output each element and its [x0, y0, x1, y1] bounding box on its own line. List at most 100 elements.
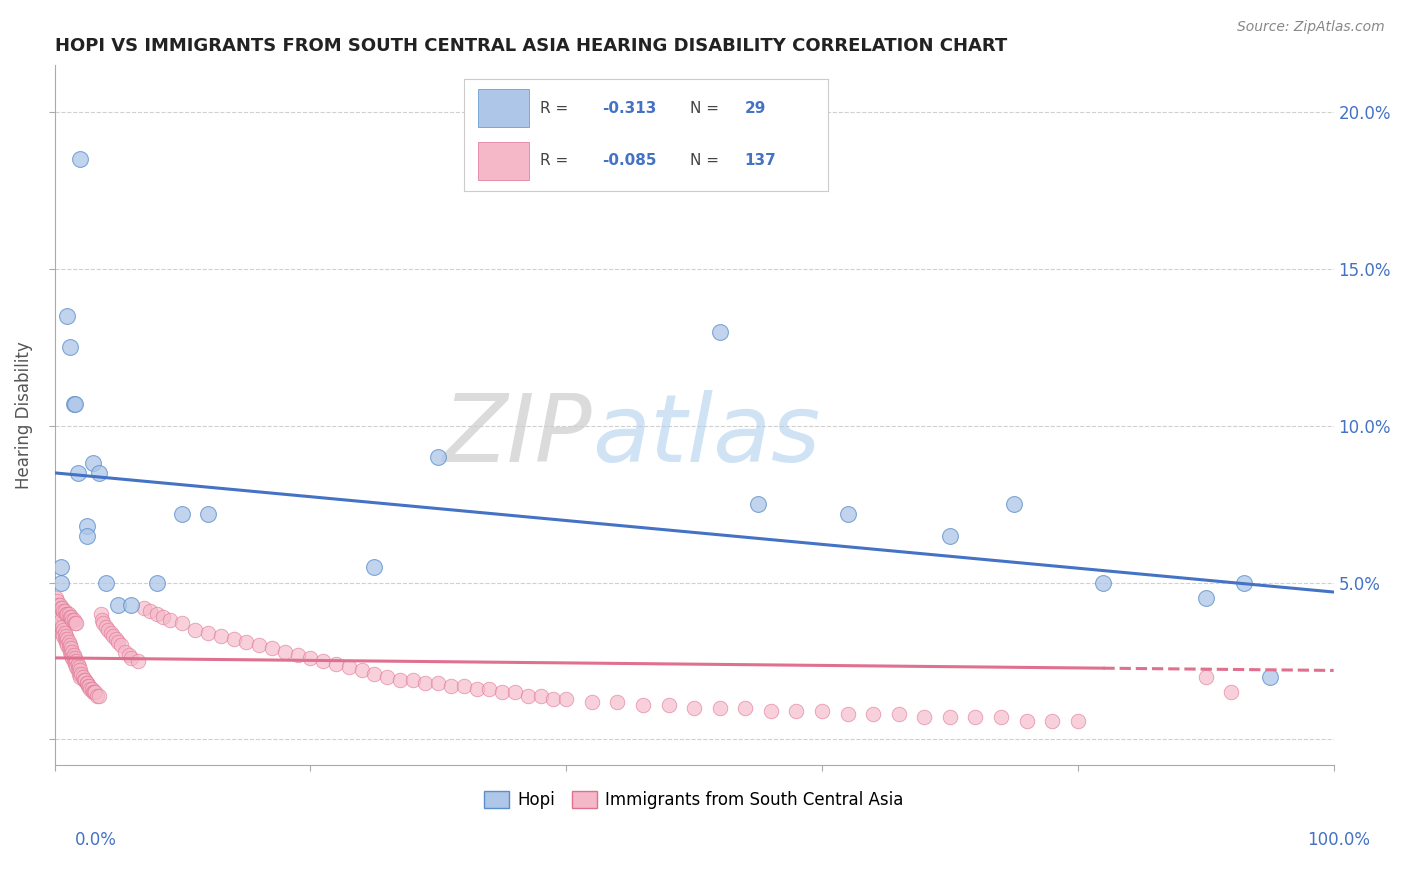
Text: atlas: atlas [592, 391, 820, 482]
Point [247, 638, 270, 652]
Point [84, 685, 107, 699]
Point [1258, 670, 1281, 684]
Point [60, 641, 83, 656]
Point [990, 710, 1012, 724]
Point [70, 666, 93, 681]
Point [69, 664, 91, 678]
Point [1220, 685, 1243, 699]
Point [887, 707, 910, 722]
Point [56, 607, 79, 621]
Point [1092, 575, 1115, 590]
Point [811, 704, 834, 718]
Point [59, 638, 82, 652]
Point [59, 645, 82, 659]
Point [63, 397, 86, 411]
Text: HOPI VS IMMIGRANTS FROM SOUTH CENTRAL ASIA HEARING DISABILITY CORRELATION CHART: HOPI VS IMMIGRANTS FROM SOUTH CENTRAL AS… [55, 37, 1007, 55]
Point [94, 575, 117, 590]
Point [53, 625, 76, 640]
Point [75, 673, 97, 687]
Point [402, 673, 425, 687]
Point [89, 689, 111, 703]
Point [312, 654, 335, 668]
Point [58, 635, 80, 649]
Point [709, 701, 731, 715]
Point [235, 635, 257, 649]
Point [350, 664, 373, 678]
Point [1195, 670, 1218, 684]
Point [529, 689, 551, 703]
Legend: Hopi, Immigrants from South Central Asia: Hopi, Immigrants from South Central Asia [478, 784, 911, 815]
Point [72, 670, 94, 684]
Point [837, 507, 859, 521]
Text: ZIP: ZIP [441, 391, 592, 482]
Point [76, 676, 98, 690]
Point [103, 629, 125, 643]
Point [274, 645, 297, 659]
Point [63, 616, 86, 631]
Point [89, 466, 111, 480]
Point [83, 685, 105, 699]
Point [48, 600, 70, 615]
Point [287, 648, 309, 662]
Point [159, 613, 181, 627]
Point [363, 666, 385, 681]
Point [107, 598, 129, 612]
Point [76, 528, 98, 542]
Point [49, 600, 72, 615]
Point [222, 632, 245, 646]
Point [260, 641, 283, 656]
Point [69, 670, 91, 684]
Point [62, 648, 84, 662]
Point [73, 673, 96, 687]
Point [90, 607, 112, 621]
Point [55, 629, 77, 643]
Point [862, 707, 884, 722]
Point [837, 707, 859, 722]
Point [197, 625, 219, 640]
Point [114, 645, 136, 659]
Y-axis label: Hearing Disability: Hearing Disability [15, 341, 32, 489]
Point [63, 651, 86, 665]
Point [53, 632, 76, 646]
Point [48, 613, 70, 627]
Point [80, 682, 103, 697]
Point [52, 629, 75, 643]
Point [49, 607, 72, 621]
Point [100, 625, 122, 640]
Point [516, 689, 538, 703]
Point [172, 507, 194, 521]
Point [912, 710, 935, 724]
Point [1067, 714, 1090, 728]
Point [104, 632, 127, 646]
Point [107, 635, 129, 649]
Point [415, 676, 437, 690]
Point [363, 560, 385, 574]
Point [51, 625, 73, 640]
Point [427, 676, 450, 690]
Point [465, 682, 488, 697]
Point [65, 654, 87, 668]
Point [60, 610, 83, 624]
Point [48, 598, 70, 612]
Point [58, 641, 80, 656]
Point [209, 629, 232, 643]
Point [55, 607, 77, 621]
Point [606, 695, 628, 709]
Point [657, 698, 679, 712]
Point [120, 651, 142, 665]
Point [51, 619, 73, 633]
Point [139, 604, 162, 618]
Point [76, 679, 98, 693]
Point [172, 616, 194, 631]
Point [76, 519, 98, 533]
Text: 100.0%: 100.0% [1308, 831, 1369, 849]
Point [66, 664, 89, 678]
Point [49, 575, 72, 590]
Point [60, 648, 83, 662]
Point [197, 507, 219, 521]
Point [127, 654, 149, 668]
Point [59, 340, 82, 354]
Point [146, 607, 169, 621]
Point [66, 657, 89, 672]
Point [1015, 714, 1038, 728]
